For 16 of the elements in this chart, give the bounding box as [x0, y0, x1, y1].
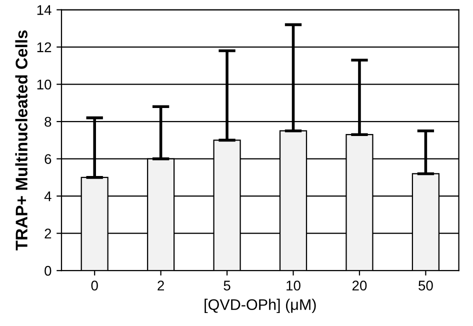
- x-tick-label: 0: [91, 280, 98, 291]
- y-tick-label: 4: [44, 192, 52, 202]
- y-tick-label: 10: [37, 80, 52, 90]
- y-tick-label: 8: [44, 116, 52, 127]
- y-axis-title: TRAP+ Multinucleated Cells: [15, 30, 28, 250]
- y-tick-label: 2: [44, 228, 52, 238]
- x-axis-title: [QVD-OPh] (μM): [204, 298, 316, 314]
- x-tick-label: 20: [352, 280, 367, 291]
- x-tick-label: 10: [286, 280, 300, 291]
- y-tick-label: 12: [37, 42, 52, 52]
- x-tick-label: 5: [224, 280, 230, 291]
- x-tick-label: 2: [158, 280, 164, 290]
- y-tick-label: 0: [44, 266, 52, 276]
- y-tick-label: 14: [37, 5, 52, 15]
- x-tick-label: 50: [418, 280, 433, 291]
- y-tick-label: 6: [44, 154, 52, 164]
